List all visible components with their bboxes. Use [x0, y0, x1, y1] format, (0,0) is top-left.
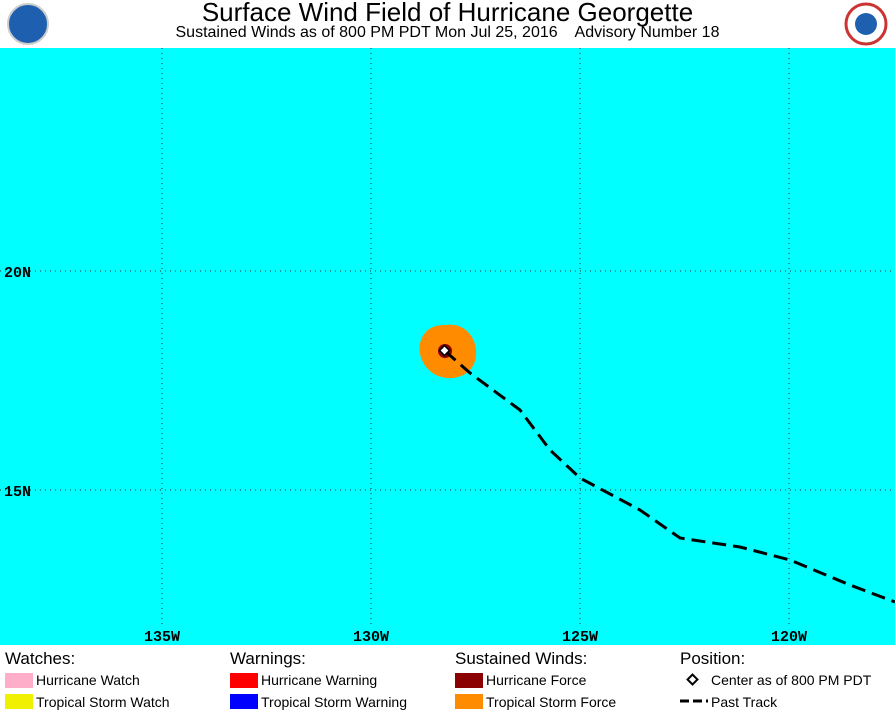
past-track [444, 349, 895, 604]
legend-heading: Watches: [5, 649, 76, 668]
legend-heading: Sustained Winds: [455, 649, 588, 668]
lon-label: 130W [353, 629, 389, 646]
legend-item: Tropical Storm Watch [36, 694, 170, 710]
legend-item: Hurricane Force [486, 672, 587, 688]
legend-item: Tropical Storm Warning [261, 694, 408, 710]
lon-label: 125W [562, 629, 598, 646]
legend-item: Past Track [711, 694, 778, 710]
noaa-logo [7, 3, 49, 45]
legend-heading: Position: [680, 649, 746, 668]
swatch-hurricane-warning [230, 673, 258, 688]
legend-item: Tropical Storm Force [486, 694, 617, 710]
legend-heading: Warnings: [230, 649, 306, 668]
lat-label: 15N [4, 484, 31, 501]
nws-logo-inner [855, 13, 877, 35]
legend-item: Hurricane Watch [36, 672, 140, 688]
legend-item: Center as of 800 PM PDT [711, 672, 872, 688]
storm-center [438, 344, 451, 357]
title: Surface Wind Field of Hurricane Georgett… [201, 0, 694, 27]
swatch-hurricane-watch [5, 673, 33, 688]
swatch-hurricane-force [455, 673, 483, 688]
lon-label: 120W [771, 629, 807, 646]
subtitle: Sustained Winds as of 800 PM PDT Mon Jul… [175, 24, 720, 41]
grid [0, 48, 895, 625]
swatch-ts-force [455, 694, 483, 709]
lat-label: 20N [4, 265, 31, 282]
legend-item: Hurricane Warning [261, 672, 378, 688]
lon-label: 135W [144, 629, 180, 646]
swatch-ts-warning [230, 694, 258, 709]
legend-center-icon [686, 673, 699, 686]
swatch-ts-watch [5, 694, 33, 709]
